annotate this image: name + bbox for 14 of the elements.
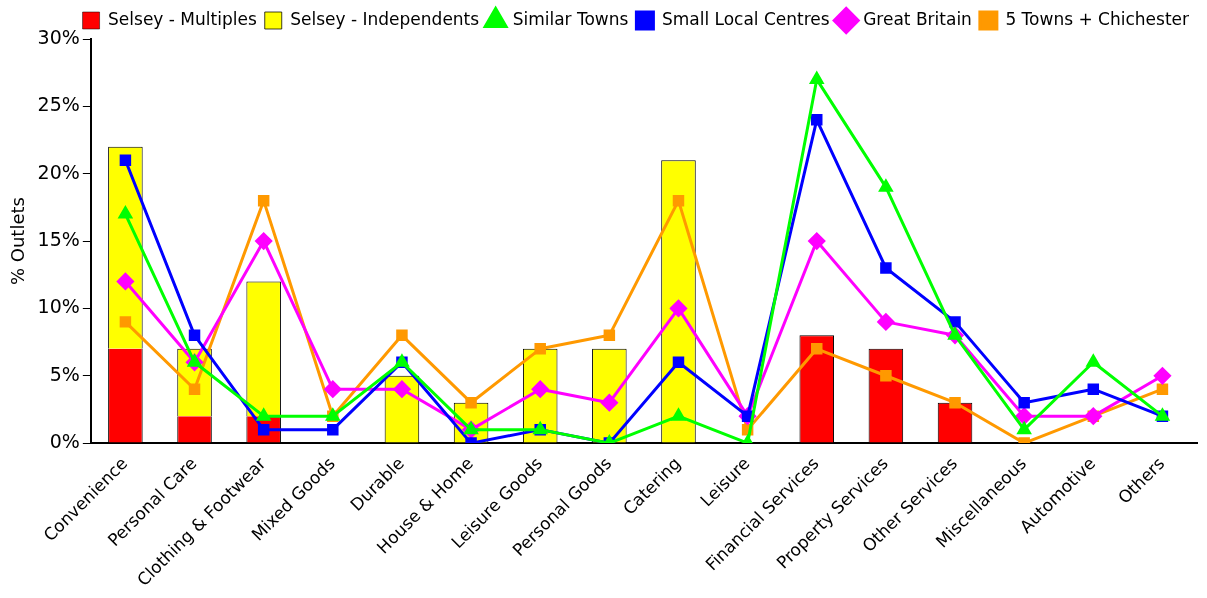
y-tick-label: 5% bbox=[49, 362, 80, 385]
legend-label: Selsey - Multiples bbox=[108, 8, 257, 29]
y-tick-label: 30% bbox=[37, 25, 80, 48]
legend-label: Selsey - Independents bbox=[290, 8, 480, 29]
legend-label: Small Local Centres bbox=[661, 8, 830, 29]
legend-label: Similar Towns bbox=[512, 8, 629, 29]
y-tick-label: 20% bbox=[37, 160, 80, 183]
y-tick-label: 25% bbox=[37, 93, 80, 116]
legend-label: 5 Towns + Chichester bbox=[1005, 8, 1190, 29]
legend-label: Great Britain bbox=[863, 8, 972, 29]
y-tick-label: 15% bbox=[37, 227, 80, 250]
y-tick-label: 10% bbox=[37, 295, 80, 318]
y-tick-label: 0% bbox=[49, 430, 80, 453]
y-axis-title: % Outlets bbox=[7, 197, 29, 286]
